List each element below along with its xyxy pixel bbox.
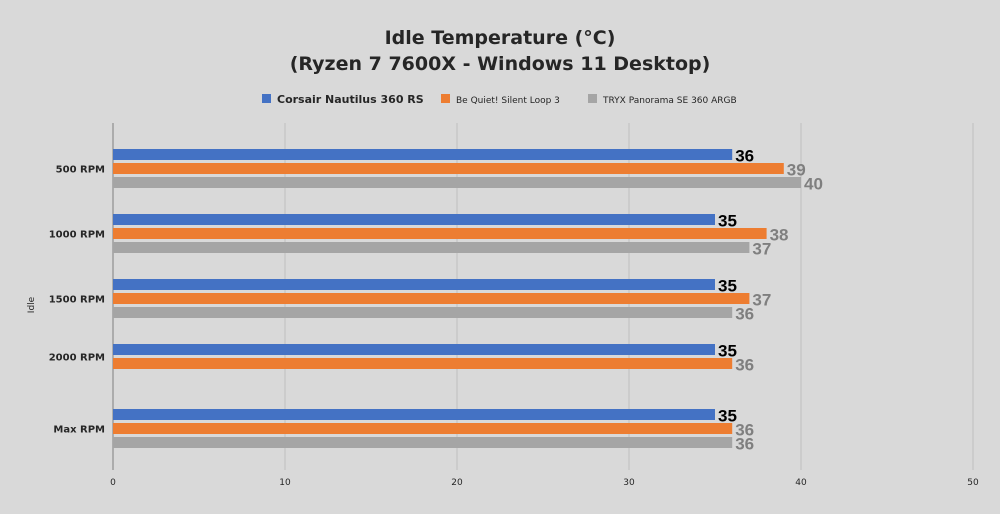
bars	[113, 149, 801, 448]
bar	[113, 279, 715, 290]
data-label: 36	[735, 435, 754, 454]
x-tick-label: 30	[623, 478, 635, 488]
data-label: 35	[718, 277, 737, 296]
bar	[113, 358, 733, 369]
category-label: 2000 RPM	[49, 353, 105, 364]
data-label: 36	[735, 147, 754, 166]
bar	[113, 214, 715, 225]
bar	[113, 228, 767, 239]
bar	[113, 149, 733, 160]
chart-title-line-2: (Ryzen 7 7600X - Windows 11 Desktop)	[290, 53, 711, 75]
data-label: 36	[735, 305, 754, 324]
data-label: 37	[752, 291, 771, 310]
data-label: 37	[752, 240, 771, 259]
category-label: 500 RPM	[56, 165, 105, 176]
y-axis-title: Idle	[27, 296, 37, 313]
category-labels: 500 RPM 1000 RPM 1500 RPM 2000 RPM Max RPM	[49, 165, 105, 436]
bar	[113, 344, 715, 355]
data-label: 40	[804, 175, 823, 194]
data-label: 35	[718, 212, 737, 231]
bar	[113, 293, 750, 304]
data-label: 36	[735, 356, 754, 375]
bar	[113, 423, 733, 434]
chart-title-line-1: Idle Temperature (°C)	[385, 27, 616, 49]
legend-label: Corsair Nautilus 360 RS	[277, 93, 424, 106]
bar	[113, 409, 715, 420]
data-label: 36	[735, 421, 754, 440]
category-label: 1500 RPM	[49, 295, 105, 306]
category-label: Max RPM	[53, 425, 105, 436]
x-tick-label: 20	[451, 478, 463, 488]
legend-swatch	[441, 94, 450, 103]
legend-label: Be Quiet! Silent Loop 3	[456, 96, 560, 106]
data-label: 35	[718, 407, 737, 426]
bar	[113, 242, 750, 253]
legend: Corsair Nautilus 360 RS Be Quiet! Silent …	[262, 93, 737, 106]
x-tick-label: 10	[279, 478, 291, 488]
bar	[113, 177, 801, 188]
legend-swatch	[262, 94, 271, 103]
bar	[113, 307, 733, 318]
x-tick-labels: 0 10 20 30 40 50	[110, 478, 979, 488]
category-label: 1000 RPM	[49, 230, 105, 241]
x-tick-label: 0	[110, 478, 116, 488]
x-tick-label: 40	[795, 478, 807, 488]
data-label: 35	[718, 342, 737, 361]
data-label: 38	[770, 226, 789, 245]
legend-label: TRYX Panorama SE 360 ARGB	[602, 96, 737, 106]
x-tick-label: 50	[967, 478, 979, 488]
legend-swatch	[588, 94, 597, 103]
data-label: 39	[787, 161, 806, 180]
bar	[113, 437, 733, 448]
bar	[113, 163, 784, 174]
